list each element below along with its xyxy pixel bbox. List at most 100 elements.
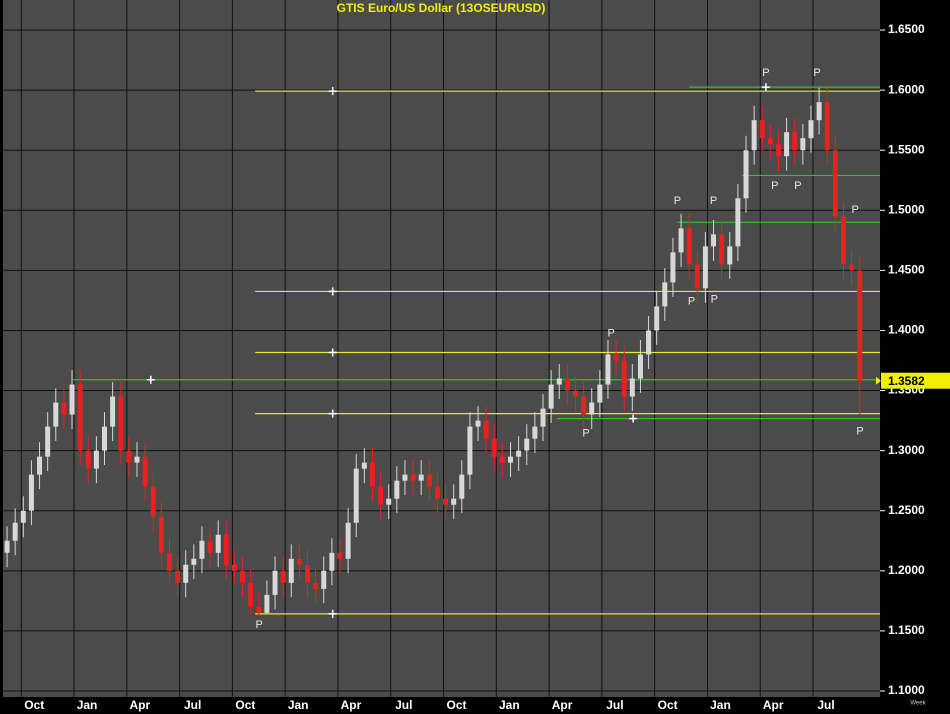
pivot-label: P bbox=[856, 426, 863, 438]
x-tick-label: Jul bbox=[184, 698, 201, 712]
candle-body bbox=[434, 486, 440, 499]
candle bbox=[499, 442, 505, 478]
candle bbox=[434, 472, 440, 514]
candle bbox=[792, 117, 798, 165]
candle bbox=[93, 436, 99, 484]
candle bbox=[784, 117, 790, 171]
candle-body bbox=[605, 354, 611, 385]
candle bbox=[28, 460, 34, 526]
candle bbox=[646, 316, 652, 369]
candle-body bbox=[280, 570, 286, 583]
candle-body bbox=[118, 396, 124, 451]
x-tick-label: Jan bbox=[499, 698, 520, 712]
candle bbox=[849, 249, 855, 285]
candle-body bbox=[426, 474, 432, 487]
candle-body bbox=[305, 564, 311, 583]
candle bbox=[288, 544, 294, 598]
candle-body bbox=[597, 384, 603, 403]
candle bbox=[702, 231, 708, 303]
y-tick-label: 1.4000 bbox=[888, 323, 925, 337]
candle bbox=[305, 550, 311, 598]
pivot-label: P bbox=[762, 67, 769, 79]
candle bbox=[727, 231, 733, 279]
candle bbox=[264, 580, 270, 615]
candle bbox=[223, 520, 229, 580]
candle-body bbox=[621, 360, 627, 397]
candle-body bbox=[524, 438, 530, 451]
candle-body bbox=[410, 474, 416, 481]
level-cross bbox=[328, 348, 337, 357]
candle bbox=[832, 135, 838, 231]
candle-body bbox=[378, 486, 384, 505]
y-tick-label: 1.1000 bbox=[888, 683, 925, 697]
candle-body bbox=[540, 408, 546, 427]
candle-body bbox=[337, 552, 343, 559]
candle-body bbox=[702, 246, 708, 289]
candle bbox=[369, 448, 375, 502]
x-tick-label: Oct bbox=[658, 698, 678, 712]
candle-body bbox=[69, 384, 75, 415]
candle-body bbox=[85, 450, 91, 469]
candle-body bbox=[272, 570, 278, 595]
candle-body bbox=[499, 456, 505, 463]
candle-body bbox=[727, 246, 733, 265]
pivot-label: P bbox=[674, 195, 681, 207]
y-tick-label: 1.6000 bbox=[888, 82, 925, 96]
candle-body bbox=[93, 450, 99, 469]
candle bbox=[451, 484, 457, 520]
candle bbox=[857, 255, 863, 415]
candle bbox=[296, 544, 302, 580]
candle bbox=[410, 460, 416, 496]
candle-body bbox=[28, 474, 34, 511]
candle-body bbox=[678, 228, 684, 253]
candle-body bbox=[735, 198, 741, 247]
candle-body bbox=[832, 150, 838, 217]
candle bbox=[256, 592, 262, 616]
candle bbox=[280, 556, 286, 598]
candle bbox=[110, 382, 116, 442]
candle-body bbox=[808, 120, 814, 139]
candle bbox=[231, 550, 237, 586]
pivot-label: P bbox=[771, 180, 778, 192]
candle bbox=[686, 213, 692, 279]
candle bbox=[313, 568, 319, 604]
candle bbox=[345, 508, 351, 574]
candle-body bbox=[313, 582, 319, 589]
candle-body bbox=[491, 438, 497, 457]
x-tick-label: Oct bbox=[447, 698, 467, 712]
candle bbox=[134, 442, 140, 478]
candle bbox=[581, 382, 587, 430]
candle bbox=[199, 526, 205, 574]
candle-body bbox=[532, 426, 538, 439]
candle-body bbox=[824, 102, 830, 151]
candle-body bbox=[248, 582, 254, 607]
candle bbox=[191, 544, 197, 580]
candle bbox=[142, 442, 148, 502]
candle-body bbox=[256, 606, 262, 613]
candle bbox=[61, 388, 67, 430]
plot-area bbox=[3, 0, 880, 697]
candle bbox=[337, 538, 343, 574]
x-tick-label: Jan bbox=[710, 698, 731, 712]
x-tick-label: Apr bbox=[129, 698, 150, 712]
pivot-label: P bbox=[813, 67, 820, 79]
candle bbox=[394, 466, 400, 514]
candle-body bbox=[288, 558, 294, 583]
candle bbox=[20, 496, 26, 538]
candle-body bbox=[134, 456, 140, 463]
candle bbox=[475, 406, 481, 442]
candle-body bbox=[792, 132, 798, 151]
axes: 1.6500 1.6000 1.5500 1.5000 1.4500 1.4000 1.35… bbox=[24, 22, 950, 712]
candle-body bbox=[483, 420, 489, 439]
candle-body bbox=[849, 264, 855, 271]
candle-body bbox=[743, 150, 749, 199]
candle bbox=[800, 123, 806, 165]
candle-body bbox=[240, 570, 246, 583]
candle-body bbox=[686, 228, 692, 265]
candle bbox=[386, 484, 392, 520]
candle bbox=[12, 508, 18, 556]
candle bbox=[126, 436, 132, 478]
candle-body bbox=[37, 456, 43, 475]
candle bbox=[605, 340, 611, 399]
candle-body bbox=[296, 558, 302, 565]
